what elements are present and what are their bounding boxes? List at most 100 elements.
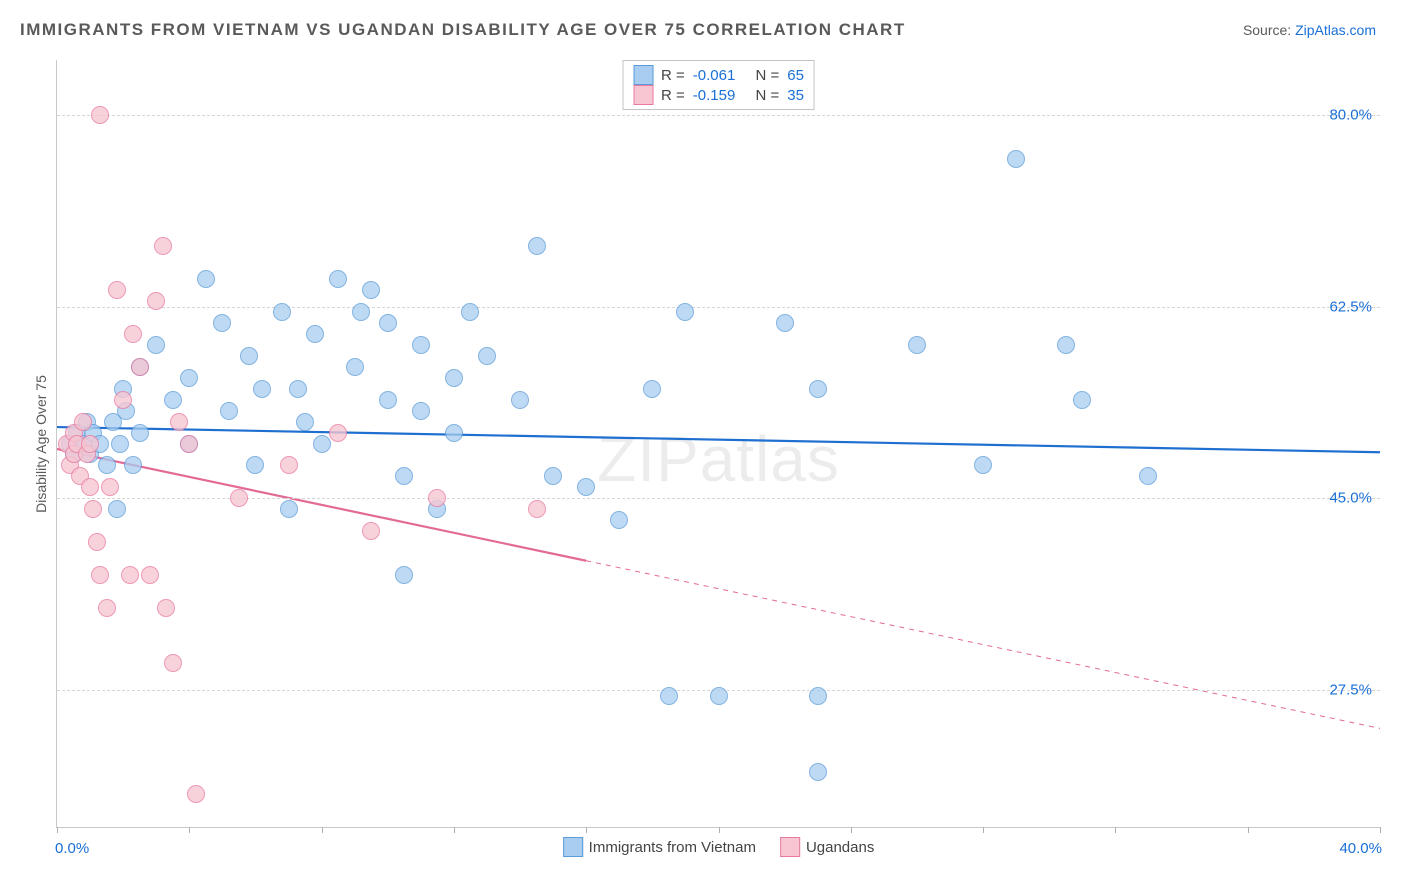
data-point [280,500,298,518]
data-point [809,380,827,398]
data-point [220,402,238,420]
x-tick [983,827,984,833]
legend-series: Immigrants from Vietnam Ugandans [563,837,875,857]
data-point [213,314,231,332]
trend-lines [57,60,1380,827]
data-point [1073,391,1091,409]
legend-row: R = -0.061 N = 65 [633,65,804,85]
data-point [74,413,92,431]
data-point [306,325,324,343]
data-point [84,500,102,518]
data-point [98,599,116,617]
legend-correlation: R = -0.061 N = 65 R = -0.159 N = 35 [622,60,815,110]
data-point [643,380,661,398]
y-tick-label: 62.5% [1329,298,1372,315]
data-point [1057,336,1075,354]
data-point [296,413,314,431]
data-point [88,533,106,551]
data-point [908,336,926,354]
data-point [809,763,827,781]
x-axis-max-label: 40.0% [1339,840,1382,857]
data-point [180,435,198,453]
data-point [660,687,678,705]
data-point [511,391,529,409]
y-axis-title: Disability Age Over 75 [33,375,49,513]
x-axis-min-label: 0.0% [55,840,89,857]
y-tick-label: 27.5% [1329,682,1372,699]
data-point [91,106,109,124]
data-point [91,566,109,584]
data-point [329,424,347,442]
data-point [81,435,99,453]
legend-swatch-uganda [780,837,800,857]
x-tick [322,827,323,833]
gridline [57,115,1380,116]
data-point [528,500,546,518]
data-point [478,347,496,365]
data-point [1139,467,1157,485]
data-point [352,303,370,321]
data-point [121,566,139,584]
data-point [164,654,182,672]
plot-area: Disability Age Over 75 ZIPatlas R = -0.0… [56,60,1380,828]
data-point [147,292,165,310]
gridline [57,307,1380,308]
data-point [170,413,188,431]
data-point [776,314,794,332]
data-point [412,336,430,354]
data-point [124,456,142,474]
data-point [253,380,271,398]
watermark: ZIPatlas [597,422,840,496]
data-point [180,369,198,387]
data-point [131,358,149,376]
source-link[interactable]: ZipAtlas.com [1295,22,1376,38]
data-point [974,456,992,474]
data-point [164,391,182,409]
data-point [124,325,142,343]
source-label: Source: [1243,22,1295,38]
x-tick [586,827,587,833]
data-point [108,500,126,518]
data-point [246,456,264,474]
legend-item-uganda: Ugandans [780,837,874,857]
data-point [197,270,215,288]
data-point [101,478,119,496]
data-point [362,281,380,299]
data-point [131,424,149,442]
data-point [412,402,430,420]
data-point [289,380,307,398]
data-point [610,511,628,529]
data-point [230,489,248,507]
data-point [81,478,99,496]
data-point [445,424,463,442]
data-point [395,467,413,485]
x-tick [1380,827,1381,833]
chart-source: Source: ZipAtlas.com [1243,22,1376,38]
data-point [141,566,159,584]
data-point [108,281,126,299]
data-point [240,347,258,365]
x-tick [851,827,852,833]
data-point [329,270,347,288]
chart-title: IMMIGRANTS FROM VIETNAM VS UGANDAN DISAB… [20,20,906,40]
data-point [313,435,331,453]
data-point [147,336,165,354]
gridline [57,498,1380,499]
x-tick [719,827,720,833]
data-point [379,314,397,332]
x-tick [1115,827,1116,833]
correlation-chart: IMMIGRANTS FROM VIETNAM VS UGANDAN DISAB… [20,20,1386,872]
data-point [445,369,463,387]
data-point [461,303,479,321]
data-point [395,566,413,584]
data-point [273,303,291,321]
data-point [428,489,446,507]
data-point [98,456,116,474]
data-point [379,391,397,409]
data-point [577,478,595,496]
data-point [157,599,175,617]
y-tick-label: 80.0% [1329,106,1372,123]
data-point [362,522,380,540]
data-point [710,687,728,705]
data-point [346,358,364,376]
